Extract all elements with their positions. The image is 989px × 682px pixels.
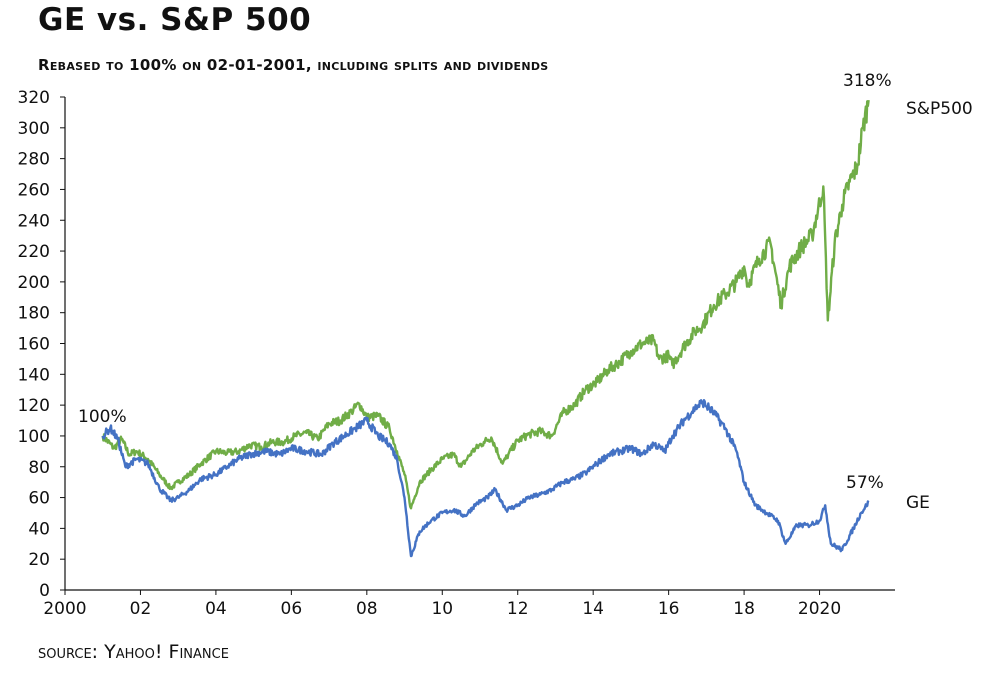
y-tick-label: 120 (18, 396, 50, 416)
y-tick-label: 220 (18, 242, 50, 262)
x-tick-label: 2020 (798, 599, 841, 619)
y-tick-label: 180 (18, 304, 50, 324)
series-line-s-p500 (101, 99, 870, 510)
y-tick-label: 160 (18, 335, 50, 355)
x-tick-label: 02 (130, 599, 152, 619)
x-tick-label: 14 (582, 599, 604, 619)
y-tick-label: 60 (28, 489, 50, 509)
y-tick-label: 200 (18, 273, 50, 293)
x-tick-label: 10 (431, 599, 453, 619)
x-tick-label: 16 (658, 599, 680, 619)
x-tick-label: 06 (281, 599, 303, 619)
legend-label-sp500: S&P500 (906, 99, 973, 119)
y-tick-label: 0 (39, 581, 50, 601)
x-tick-label: 08 (356, 599, 378, 619)
x-tick-label: 12 (507, 599, 529, 619)
y-tick-label: 100 (18, 427, 50, 447)
y-tick-label: 140 (18, 365, 50, 385)
y-tick-label: 300 (18, 119, 50, 139)
sp500-end-value-label: 318% (843, 71, 892, 91)
y-tick-label: 320 (18, 88, 50, 108)
y-tick-label: 280 (18, 150, 50, 170)
y-tick-label: 40 (28, 519, 50, 539)
ge-end-value-label: 57% (846, 473, 884, 493)
y-tick-label: 20 (28, 550, 50, 570)
x-tick-label: 2000 (43, 599, 86, 619)
y-tick-label: 80 (28, 458, 50, 478)
series-line-ge (101, 399, 870, 558)
x-tick-label: 04 (205, 599, 227, 619)
series-labels: S&P500 GE 100% 318% 57% (78, 71, 973, 513)
y-tick-label: 240 (18, 211, 50, 231)
series-lines (101, 99, 870, 558)
y-tick-label: 260 (18, 180, 50, 200)
legend-label-ge: GE (906, 493, 930, 513)
start-value-label: 100% (78, 407, 127, 427)
chart-title: GE vs. S&P 500 (38, 2, 312, 38)
chart-subtitle: Rebased to 100% on 02-01-2001, including… (38, 56, 549, 74)
axes: 0204060801001201401601802002202402602803… (18, 88, 895, 619)
x-tick-label: 18 (733, 599, 755, 619)
source-note: source: Yahoo! Finance (38, 641, 229, 663)
